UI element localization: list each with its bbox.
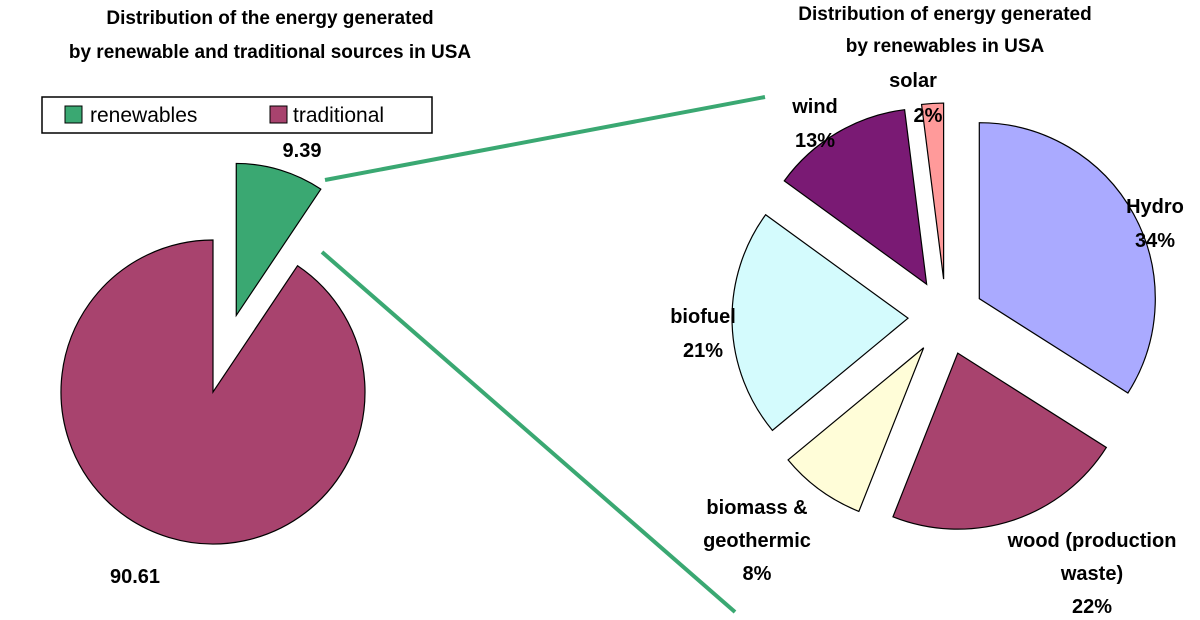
right-label-hydro: Hydro 34%: [1126, 196, 1184, 252]
right-label-wood: wood (production waste) 22%: [1007, 530, 1177, 618]
right-label-hydro-pct: 34%: [1135, 230, 1175, 252]
right-label-biomass-name-2: geothermic: [703, 530, 811, 552]
legend-swatch-traditional: [269, 105, 288, 124]
right-pie-slice-hydro: [978, 122, 1156, 394]
left-label-renewables: 9.39: [283, 140, 322, 162]
right-label-solar: solar 2%: [889, 70, 943, 127]
right-pie-slice-biomass-geothermic: [787, 347, 925, 513]
right-pie-slice-wood-production-waste: [892, 352, 1108, 530]
right-label-wood-pct: 22%: [1072, 596, 1112, 618]
right-pie-slice-wind: [783, 109, 928, 286]
right-label-solar-name: solar: [889, 70, 937, 92]
right-chart-title-line-2: by renewables in USA: [846, 36, 1045, 57]
right-chart-title-line-1: Distribution of energy generated: [798, 4, 1091, 25]
right-label-biofuel-name: biofuel: [670, 306, 736, 328]
left-pie-slice-traditional: [60, 239, 366, 545]
right-label-biofuel-pct: 21%: [683, 340, 723, 362]
left-label-traditional: 90.61: [110, 566, 160, 588]
legend-swatch-renewables: [64, 105, 83, 124]
connector-line-top: [324, 95, 766, 182]
right-label-wind-name: wind: [791, 96, 838, 118]
right-label-wood-name-1: wood (production: [1007, 530, 1177, 552]
right-label-biofuel: biofuel 21%: [670, 306, 736, 362]
legend-label-renewables: renewables: [90, 104, 197, 127]
right-label-biomass: biomass & geothermic 8%: [703, 497, 811, 585]
right-label-hydro-name: Hydro: [1126, 196, 1184, 218]
left-pie-slice-renewables: [235, 162, 322, 318]
right-label-biomass-name-1: biomass &: [706, 497, 807, 519]
right-pie: [731, 102, 1156, 530]
legend-label-traditional: traditional: [293, 104, 384, 127]
legend: renewables traditional: [41, 96, 433, 134]
connector-line-bottom: [320, 250, 737, 614]
right-pie-slice-solar: [920, 102, 945, 280]
right-label-solar-pct: 2%: [914, 105, 943, 127]
left-pie: [60, 162, 366, 545]
legend-box: [41, 96, 433, 134]
right-label-biomass-pct: 8%: [743, 563, 772, 585]
right-pie-slice-biofuel: [731, 213, 909, 432]
right-label-wind: wind 13%: [791, 96, 838, 152]
left-chart-title-line-1: Distribution of the energy generated: [106, 8, 433, 29]
left-chart-title-line-2: by renewable and traditional sources in …: [69, 42, 472, 63]
right-label-wood-name-2: waste): [1060, 563, 1123, 585]
right-label-wind-pct: 13%: [795, 130, 835, 152]
